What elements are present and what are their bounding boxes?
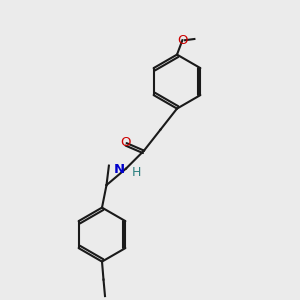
Text: O: O xyxy=(120,136,130,149)
Text: N: N xyxy=(113,163,124,176)
Text: O: O xyxy=(177,34,188,47)
Text: H: H xyxy=(131,166,141,179)
